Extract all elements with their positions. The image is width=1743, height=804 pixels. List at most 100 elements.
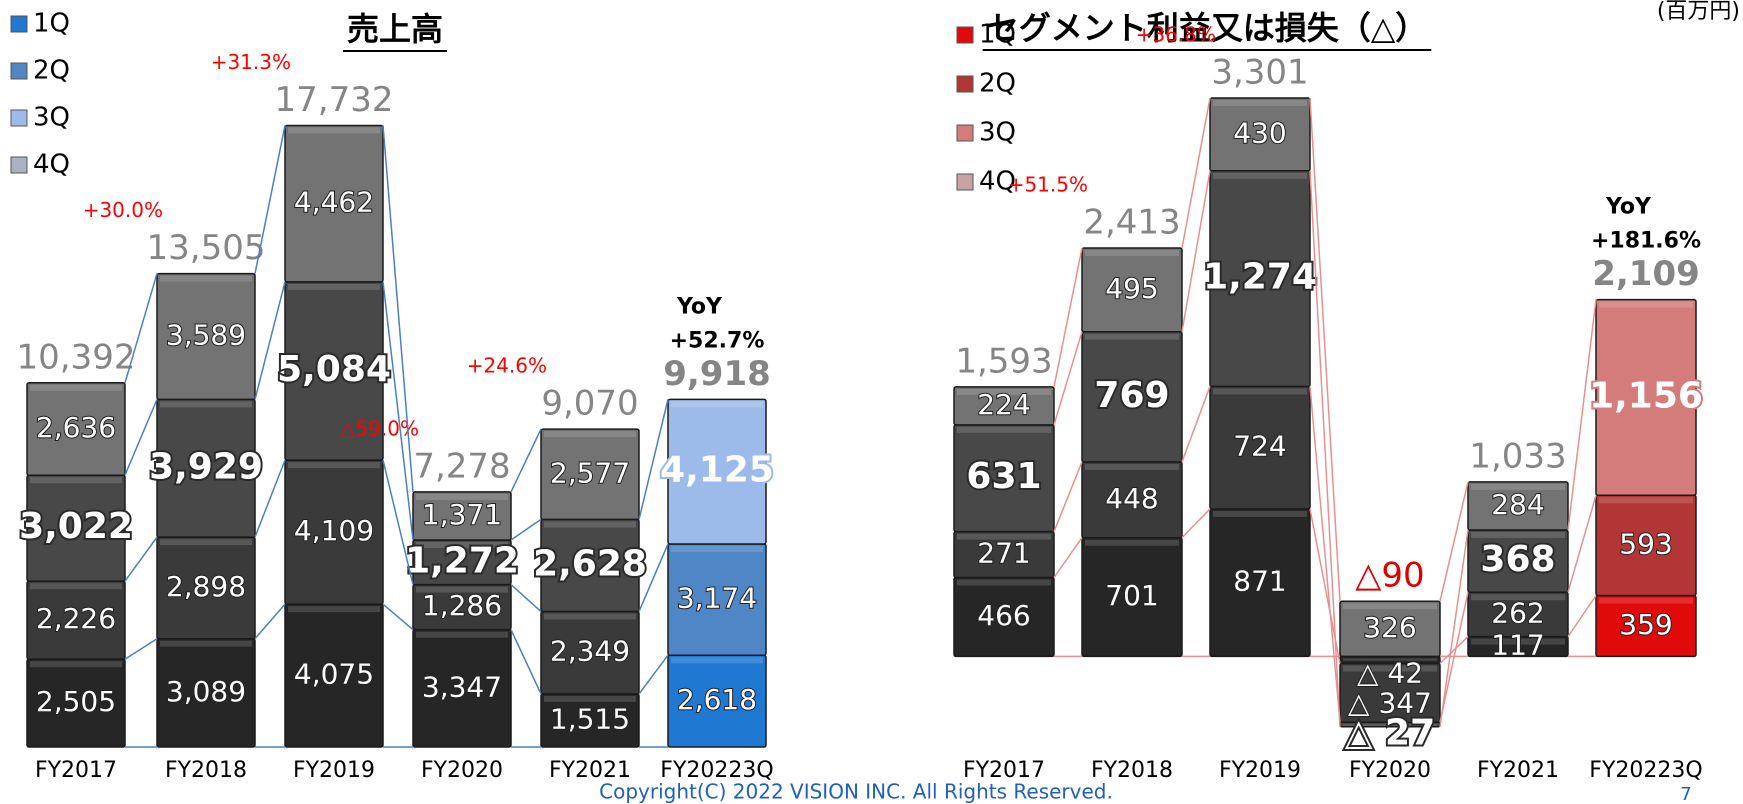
legend-label: 2Q <box>979 69 1016 99</box>
value-label: 368 <box>1480 539 1555 580</box>
bar-segment <box>26 382 126 476</box>
x-tick-label: FY2020 <box>1349 758 1431 783</box>
bar-sheen <box>416 631 508 638</box>
bar-sheen <box>1471 594 1565 601</box>
total-label: 1,033 <box>1469 436 1566 476</box>
value-label: 1,286 <box>422 589 502 622</box>
bar-sheen <box>160 401 252 408</box>
value-label: 1,272 <box>405 540 519 581</box>
x-tick-label: FY2020 <box>421 758 503 783</box>
connector-line <box>1053 537 1083 578</box>
total-label: 13,505 <box>147 228 266 268</box>
legend-label: 4Q <box>979 167 1016 197</box>
bar-sheen <box>1213 100 1307 107</box>
bar-sheen <box>671 657 763 664</box>
value-label: 359 <box>1619 608 1672 641</box>
value-label: △ 42 <box>1357 656 1423 689</box>
bar-sheen <box>1343 724 1437 726</box>
bar-sheen <box>30 583 122 590</box>
value-label: △ 347 <box>1348 686 1432 719</box>
chart-title: セグメント利益又は損失（△） <box>987 9 1428 47</box>
chart-title: 売上高 <box>347 10 443 48</box>
value-label: 2,577 <box>550 456 630 489</box>
value-label: 1,371 <box>422 498 502 531</box>
growth-label: +36.8% <box>1136 23 1216 47</box>
connector-line <box>1181 386 1211 463</box>
total-label: 1,593 <box>955 341 1052 381</box>
value-label: 2,898 <box>166 570 246 603</box>
copyright: Copyright(C) 2022 VISION INC. All Rights… <box>599 780 1113 804</box>
connector-line <box>1439 529 1469 727</box>
bar-sheen <box>1085 539 1179 546</box>
legend-label: 1Q <box>979 20 1016 50</box>
connector-line <box>382 125 414 492</box>
value-label: 2,226 <box>36 602 116 635</box>
bar-sheen <box>1343 603 1437 610</box>
connector-line <box>510 428 542 493</box>
bar-sheen <box>1471 531 1565 538</box>
total-label: 3,301 <box>1211 53 1308 93</box>
value-label: △ 27 <box>1345 712 1435 753</box>
value-label: 1,515 <box>550 702 630 735</box>
x-tick-label: FY20223Q <box>1589 758 1702 783</box>
connector-line <box>1053 461 1083 532</box>
x-tick-label: FY2017 <box>35 758 117 783</box>
x-tick-label: FY2019 <box>293 758 375 783</box>
value-label: 1,156 <box>1589 375 1703 416</box>
growth-label: +52.7% <box>670 328 765 353</box>
value-label: 3,347 <box>422 670 502 703</box>
bar-segment <box>1467 481 1569 531</box>
value-label: 271 <box>977 537 1030 570</box>
bar-sheen <box>1343 665 1437 672</box>
connector-line <box>1567 299 1597 531</box>
bar-sheen <box>957 533 1051 540</box>
total-label: 10,392 <box>17 337 136 377</box>
legend-swatch <box>956 26 974 44</box>
bar-sheen <box>288 606 380 613</box>
bar-sheen <box>1213 172 1307 179</box>
total-label: 9,918 <box>663 354 771 394</box>
bar-sheen <box>30 661 122 668</box>
growth-label: +30.0% <box>83 198 163 222</box>
legend-swatch <box>10 15 28 33</box>
legend-swatch <box>956 75 974 93</box>
x-tick-label: FY2018 <box>165 758 247 783</box>
value-label: 2,505 <box>36 685 116 718</box>
bar-sheen <box>1599 597 1693 604</box>
value-label: 448 <box>1105 482 1158 515</box>
growth-label: +24.6% <box>467 354 547 378</box>
bar-sheen <box>544 695 636 702</box>
bar-sheen <box>1085 249 1179 256</box>
legend-label: 2Q <box>33 56 70 86</box>
legend-swatch <box>956 124 974 142</box>
legend-label: 4Q <box>33 150 70 180</box>
connector-line <box>1309 386 1341 723</box>
bar-segment <box>667 398 767 545</box>
bar-sheen <box>1213 510 1307 517</box>
value-label: 2,628 <box>533 543 647 584</box>
growth-label: △59.0% <box>340 416 419 440</box>
connector-line <box>1181 170 1211 332</box>
yoy-label: YoY <box>676 294 723 319</box>
value-label: 3,022 <box>19 506 133 547</box>
connector-line <box>1309 97 1341 602</box>
connector-line <box>382 603 414 631</box>
value-label: 284 <box>1491 488 1544 521</box>
bar-segment <box>156 272 256 401</box>
value-label: 769 <box>1094 375 1169 416</box>
value-label: 430 <box>1233 116 1286 149</box>
bar-sheen <box>30 477 122 484</box>
connector-line <box>1181 97 1211 249</box>
value-label: 5,084 <box>277 349 391 390</box>
bar-sheen <box>416 541 508 548</box>
value-label: 4,109 <box>294 514 374 547</box>
bar-sheen <box>160 640 252 647</box>
legend-label: 3Q <box>33 103 70 133</box>
connector-line <box>254 603 286 640</box>
connector-line <box>1439 636 1469 665</box>
bar-sheen <box>957 426 1051 433</box>
connector-line <box>1053 247 1083 388</box>
total-label: 2,109 <box>1592 254 1700 294</box>
legend-swatch <box>10 62 28 80</box>
value-label: 4,075 <box>294 658 374 691</box>
